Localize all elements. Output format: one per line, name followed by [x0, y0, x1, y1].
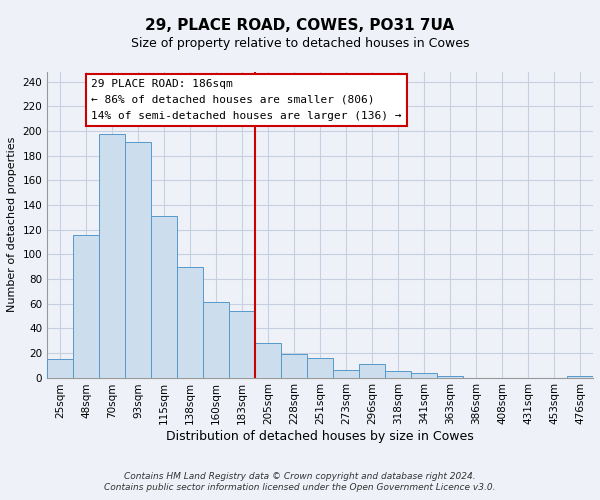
Bar — [411, 372, 437, 378]
Bar — [229, 311, 255, 378]
Bar — [47, 359, 73, 378]
Bar — [567, 376, 593, 378]
Text: Size of property relative to detached houses in Cowes: Size of property relative to detached ho… — [131, 38, 469, 51]
Bar — [99, 134, 125, 378]
Text: Contains public sector information licensed under the Open Government Licence v3: Contains public sector information licen… — [104, 483, 496, 492]
Bar — [203, 302, 229, 378]
Bar — [151, 216, 177, 378]
Bar — [73, 234, 99, 378]
Bar — [333, 370, 359, 378]
Bar — [125, 142, 151, 378]
Bar — [177, 266, 203, 378]
Bar — [359, 364, 385, 378]
Text: Contains HM Land Registry data © Crown copyright and database right 2024.: Contains HM Land Registry data © Crown c… — [124, 472, 476, 481]
Bar — [255, 343, 281, 378]
Bar — [281, 354, 307, 378]
X-axis label: Distribution of detached houses by size in Cowes: Distribution of detached houses by size … — [166, 430, 474, 443]
Text: 29, PLACE ROAD, COWES, PO31 7UA: 29, PLACE ROAD, COWES, PO31 7UA — [145, 18, 455, 32]
Bar — [307, 358, 333, 378]
Y-axis label: Number of detached properties: Number of detached properties — [7, 137, 17, 312]
Text: 29 PLACE ROAD: 186sqm
← 86% of detached houses are smaller (806)
14% of semi-det: 29 PLACE ROAD: 186sqm ← 86% of detached … — [91, 80, 402, 120]
Bar — [385, 372, 411, 378]
Bar — [437, 376, 463, 378]
